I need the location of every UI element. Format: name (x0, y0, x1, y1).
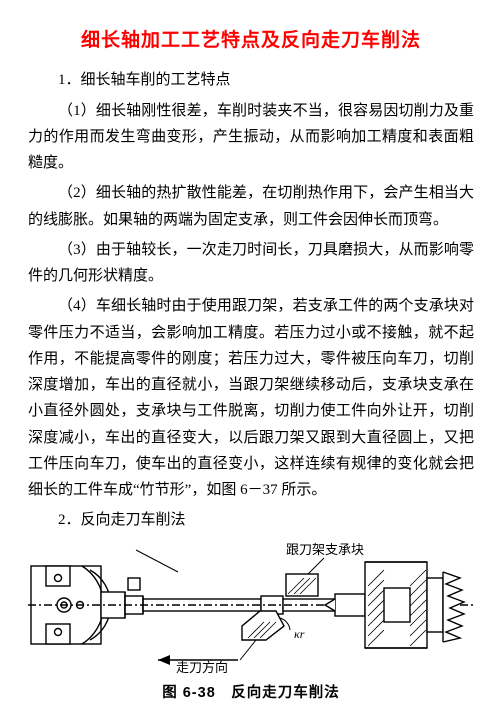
paragraph-3: （3）由于轴较长，一次走刀时间长，刀具磨损大，从而影响零件的几何形状精度。 (28, 237, 474, 290)
fig-label-steady: 跟刀架支承块 (286, 542, 364, 557)
paragraph-1: （1）细长轴刚性很差，车削时装夹不当，很容易因切削力及重力的作用而发生弯曲变形，… (28, 98, 474, 177)
fig-label-feed: 走刀方向 (176, 660, 228, 675)
page-title: 细长轴加工工艺特点及反向走刀车削法 (28, 24, 474, 57)
paragraph-2: （2）细长轴的热扩散性能差，在切削热作用下，会产生相当大的线膨胀。如果轴的两端为… (28, 180, 474, 233)
figure-6-38-caption: 图 6-38 反向走刀车削法 (28, 681, 474, 706)
paragraph-4: （4）车细长轴时由于使用跟刀架，若支承工件的两个支承块对零件压力不适当，会影响加… (28, 293, 474, 503)
section-2-heading: 2．反向走刀车削法 (28, 507, 474, 533)
fig-label-kr: κr (294, 627, 305, 641)
figure-6-38-svg: κr 跟刀架支承块 (28, 542, 474, 677)
section-1-heading: 1．细长轴车削的工艺特点 (28, 67, 474, 93)
figure-6-38: κr 跟刀架支承块 (28, 542, 474, 706)
